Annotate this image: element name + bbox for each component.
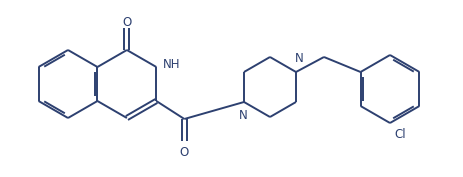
Text: NH: NH: [163, 58, 181, 70]
Text: N: N: [238, 109, 247, 122]
Text: O: O: [179, 146, 188, 159]
Text: O: O: [122, 16, 131, 30]
Text: Cl: Cl: [393, 128, 405, 141]
Text: N: N: [294, 52, 303, 65]
